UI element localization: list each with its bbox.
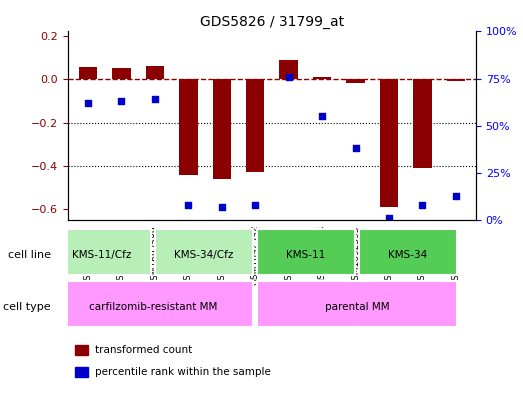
- Point: [385, 215, 393, 221]
- FancyBboxPatch shape: [53, 281, 253, 327]
- Point: [285, 73, 293, 80]
- FancyBboxPatch shape: [257, 281, 457, 327]
- Text: KMS-34: KMS-34: [388, 250, 428, 260]
- Text: KMS-11/Cfz: KMS-11/Cfz: [72, 250, 132, 260]
- Bar: [380, 79, 398, 207]
- Text: transformed count: transformed count: [95, 345, 192, 355]
- Point: [351, 145, 360, 152]
- Point: [84, 100, 92, 106]
- Bar: [413, 79, 431, 168]
- Text: KMS-11: KMS-11: [286, 250, 326, 260]
- Text: KMS-34/Cfz: KMS-34/Cfz: [174, 250, 234, 260]
- Bar: [246, 79, 265, 173]
- Text: cell type: cell type: [3, 301, 51, 312]
- Point: [151, 96, 159, 103]
- FancyBboxPatch shape: [359, 229, 457, 275]
- Bar: [213, 79, 231, 179]
- Point: [251, 202, 259, 208]
- Title: GDS5826 / 31799_at: GDS5826 / 31799_at: [200, 15, 344, 29]
- Bar: [313, 77, 331, 79]
- Bar: [75, 367, 88, 377]
- Point: [184, 202, 192, 208]
- FancyBboxPatch shape: [53, 229, 151, 275]
- Bar: [447, 79, 465, 81]
- Bar: [79, 67, 97, 79]
- FancyBboxPatch shape: [257, 229, 355, 275]
- Point: [117, 98, 126, 105]
- FancyBboxPatch shape: [155, 229, 253, 275]
- Bar: [279, 60, 298, 79]
- Bar: [75, 345, 88, 355]
- Text: parental MM: parental MM: [325, 301, 389, 312]
- Point: [318, 113, 326, 119]
- Bar: [146, 66, 164, 79]
- Point: [418, 202, 427, 208]
- Text: percentile rank within the sample: percentile rank within the sample: [95, 367, 271, 377]
- Bar: [112, 68, 131, 79]
- Bar: [179, 79, 198, 174]
- Point: [452, 193, 460, 199]
- Text: carfilzomib-resistant MM: carfilzomib-resistant MM: [89, 301, 217, 312]
- Bar: [346, 79, 365, 83]
- Text: cell line: cell line: [8, 250, 51, 260]
- Point: [218, 204, 226, 210]
